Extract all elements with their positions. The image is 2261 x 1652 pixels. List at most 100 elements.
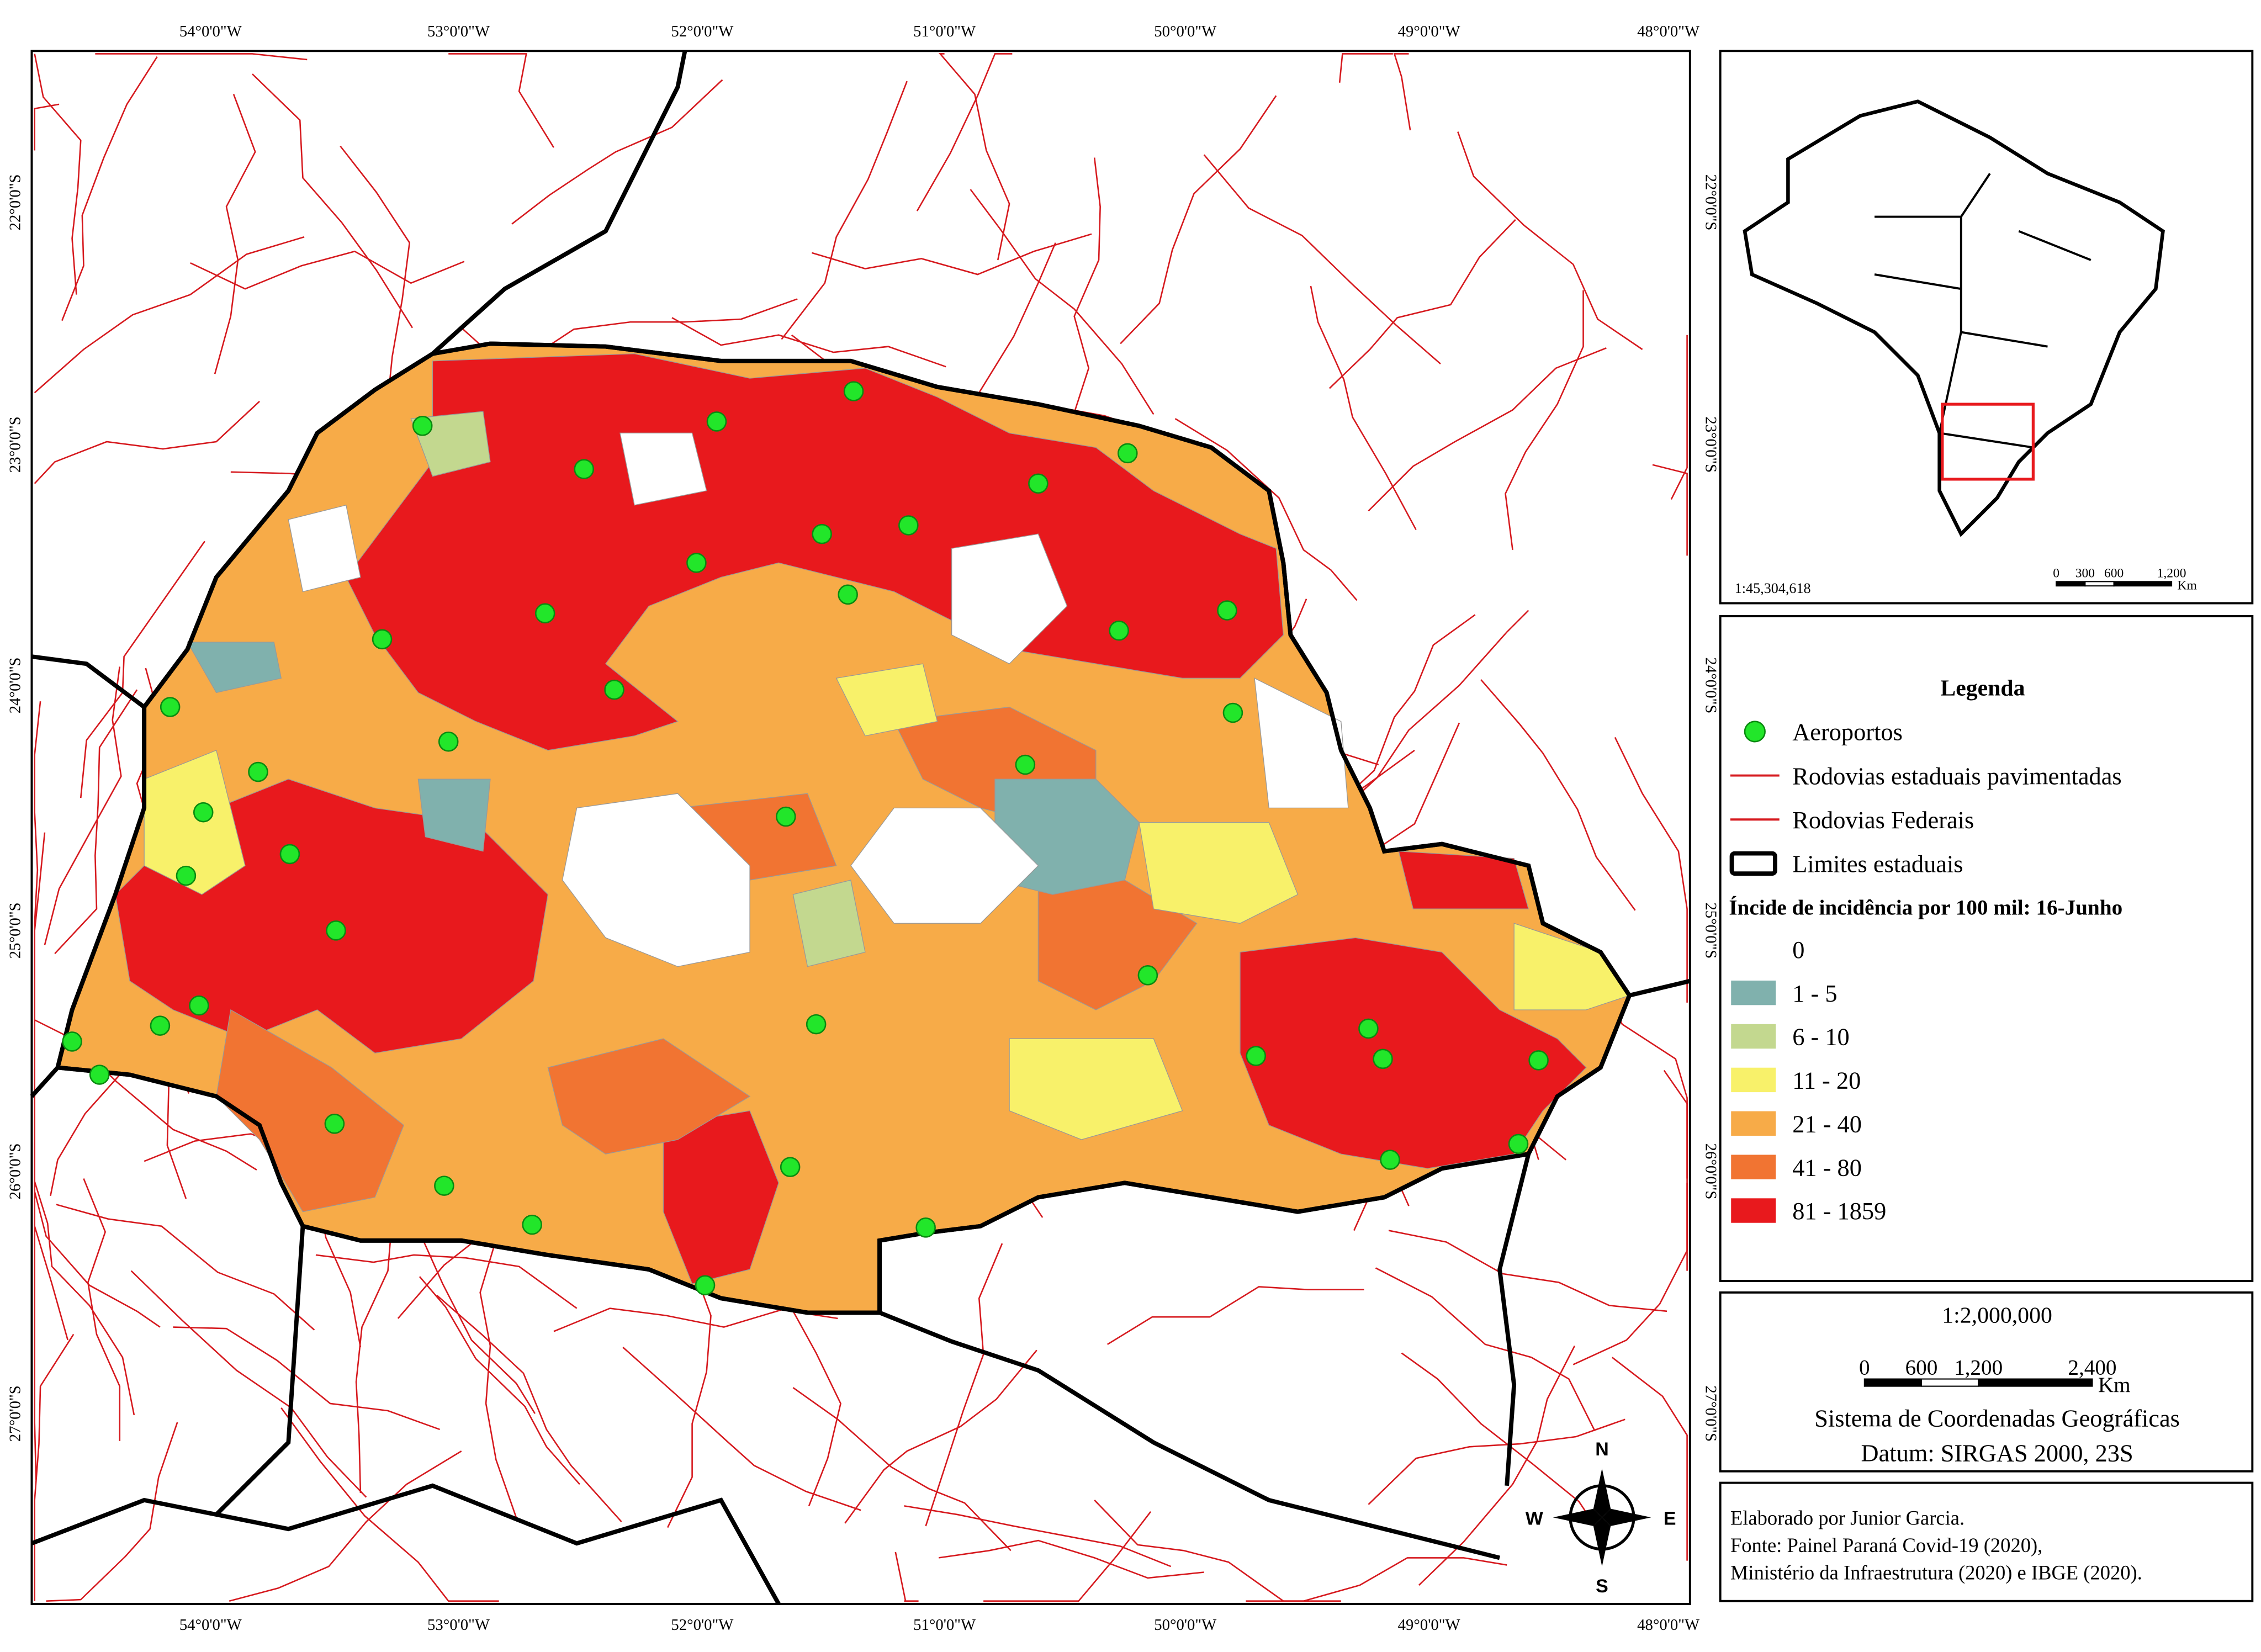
legend-classes: 0 1 - 5 6 - 10 11 - 20 21 - 40 41 - 80 81 - 18…: [1731, 936, 1886, 1225]
airport: [1358, 1018, 1379, 1039]
district-patch: [1240, 937, 1587, 1169]
road: [44, 666, 122, 945]
road: [844, 1349, 1037, 1524]
legend-label: Aeroportos: [1792, 718, 1903, 746]
road: [1174, 418, 1358, 601]
road: [1246, 1557, 1507, 1602]
x-coord-label: 48°0'0"W: [1637, 23, 1700, 40]
airport: [915, 1217, 936, 1238]
legend-label: Limites estaduais: [1792, 850, 1963, 878]
road: [190, 250, 465, 290]
airport: [1137, 965, 1158, 986]
airport: [193, 802, 214, 823]
district-patch: [187, 642, 282, 693]
airport: [686, 553, 707, 573]
legend-symbol: [1729, 851, 1777, 876]
x-coord-label: 51°0'0"W: [913, 23, 976, 40]
road: [904, 1505, 1172, 1568]
airport: [1380, 1150, 1400, 1170]
legend-label: 81 - 1859: [1792, 1197, 1886, 1225]
airport: [1015, 754, 1036, 775]
road: [34, 54, 82, 295]
airport: [843, 381, 864, 401]
road: [1614, 737, 1688, 1003]
airport: [1373, 1049, 1393, 1069]
inset-scale: 1:45,304,618: [1735, 580, 1811, 596]
road: [1480, 679, 1636, 911]
x-coord-label: 51°0'0"W: [913, 1616, 976, 1634]
crs: Sistema de Coordenadas Geográficas: [1814, 1405, 2180, 1432]
y-coord-label: 27°0'0"S: [1702, 1385, 1720, 1442]
road: [781, 81, 908, 340]
legend-title: Legenda: [1940, 676, 2025, 701]
legend-subtitle: Íncide de incidência por 100 mil: 16-Jun…: [1729, 896, 2122, 920]
legend-swatch: [1732, 938, 1775, 961]
airport: [189, 995, 209, 1016]
road: [214, 94, 256, 374]
credit-line: Ministério da Infraestrutura (2020) e IB…: [1730, 1561, 2142, 1584]
legend-items: Aeroportos Rodovias estaduais pavimentada…: [1729, 718, 2122, 878]
airport: [1508, 1134, 1529, 1155]
legend-label: 11 - 20: [1792, 1067, 1861, 1094]
district-patch: [562, 793, 750, 967]
compass-label: S: [1596, 1576, 1608, 1597]
airport: [780, 1157, 801, 1177]
road: [34, 1216, 37, 1480]
airport: [838, 584, 858, 605]
y-coord-label: 23°0'0"S: [7, 416, 24, 473]
road: [916, 53, 1013, 211]
x-coord-label: 52°0'0"W: [671, 23, 734, 40]
scale-segment: [1863, 1378, 1923, 1387]
airport: [160, 697, 181, 717]
state-borders: [1874, 173, 2091, 449]
y-coord-label: 26°0'0"S: [1702, 1143, 1720, 1200]
road: [61, 56, 158, 321]
airport: [534, 603, 555, 624]
airport: [1528, 1050, 1549, 1071]
airport: [150, 1015, 171, 1036]
road: [419, 1276, 580, 1485]
road: [1388, 1230, 1667, 1312]
road: [46, 1422, 178, 1602]
airport: [1117, 443, 1138, 464]
road: [1203, 154, 1441, 364]
airport: [812, 523, 832, 544]
airport: [898, 515, 919, 536]
y-coord-label: 22°0'0"S: [7, 174, 24, 231]
road: [280, 1407, 499, 1602]
road: [894, 1552, 919, 1602]
airport: [326, 920, 346, 941]
scale-tick-label: 600: [2104, 566, 2124, 580]
road: [54, 689, 138, 955]
legend-frame: [1719, 615, 2254, 1282]
road: [34, 1333, 75, 1601]
scale-ratio: 1:2,000,000: [1942, 1303, 2052, 1328]
x-coord-label: 49°0'0"W: [1398, 23, 1461, 40]
district-patch: [850, 807, 1039, 924]
scale-segment: [1920, 1378, 1979, 1387]
road: [622, 1347, 861, 1511]
road: [811, 233, 1092, 276]
x-coord-label: 49°0'0"W: [1398, 1616, 1461, 1634]
airport: [176, 865, 197, 886]
compass-arrow: [1593, 1468, 1611, 1518]
district-patch: [1398, 850, 1529, 909]
credits-frame: [1719, 1481, 2254, 1602]
airport: [434, 1176, 454, 1196]
y-coord-label: 23°0'0"S: [1702, 416, 1720, 473]
y-coord-label: 24°0'0"S: [7, 657, 24, 713]
compass-rose: N S W E: [1526, 1439, 1676, 1597]
airport: [1028, 473, 1049, 494]
road: [340, 145, 411, 415]
legend: Legenda Aeroportos Rodovias estaduais pav…: [1719, 615, 2254, 1282]
road: [1310, 285, 1417, 530]
x-coord-label: 48°0'0"W: [1637, 1616, 1700, 1634]
road: [970, 189, 1155, 415]
compass-arrow: [1593, 1517, 1611, 1567]
legend-label: 21 - 40: [1792, 1110, 1862, 1137]
road: [1670, 335, 1688, 500]
legend-swatch: [1731, 980, 1776, 1005]
road: [983, 1511, 1152, 1602]
